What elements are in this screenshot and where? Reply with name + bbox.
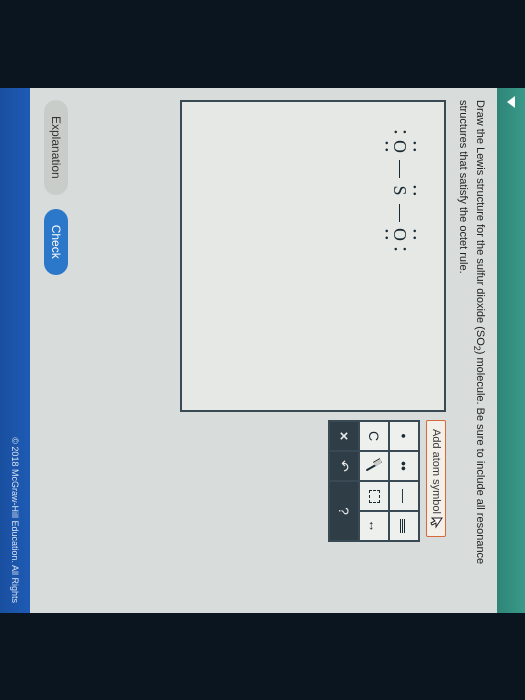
top-bar (497, 88, 525, 613)
eraser-icon (366, 461, 381, 471)
check-button[interactable]: Check (44, 208, 68, 274)
side-controls: Add atom symbol • •• — C (328, 420, 446, 542)
tool-single-bond[interactable]: — (389, 481, 419, 511)
undo-icon: ↶ (336, 460, 352, 472)
tool-select[interactable] (359, 481, 389, 511)
triple-bond-icon (399, 519, 407, 533)
tool-help[interactable]: ? (329, 481, 359, 541)
bond-left[interactable] (399, 160, 400, 178)
single-bond-icon: — (396, 489, 412, 503)
atom-o-left[interactable]: •••• •• O (389, 138, 410, 156)
molecule: •••• •• O •• S •••• •• O (389, 138, 410, 244)
add-atom-label: Add atom symbol (430, 429, 442, 514)
clear-icon: × (335, 431, 352, 440)
tool-lone-pair[interactable]: •• (389, 451, 419, 481)
tool-triple-bond[interactable] (389, 511, 419, 541)
tool-resonance-arrow[interactable]: ↔ (359, 511, 389, 541)
question-pre: Draw the Lewis structure for the sulfur … (474, 100, 486, 346)
bond-right[interactable] (399, 204, 400, 222)
question-subscript: 2 (472, 345, 482, 350)
element-label: C (366, 430, 382, 440)
atom-s[interactable]: •• S (389, 182, 410, 200)
tool-lone-electron[interactable]: • (389, 421, 419, 451)
footer-bar: © 2018 McGraw-Hill Education. All Rights (0, 88, 30, 613)
select-icon (369, 489, 380, 502)
tool-clear[interactable]: × (329, 421, 359, 451)
copyright-text: © 2018 McGraw-Hill Education. All Rights (10, 437, 20, 603)
content-area: Draw the Lewis structure for the sulfur … (180, 88, 497, 613)
tool-carbon[interactable]: C (359, 421, 389, 451)
double-arrow-icon: ↔ (366, 519, 381, 532)
dropdown-icon[interactable] (507, 96, 515, 108)
atom-label: S (390, 185, 410, 196)
atom-label: O (390, 228, 410, 242)
app-screen: Draw the Lewis structure for the sulfur … (0, 88, 525, 613)
drawing-toolbar: • •• — C ↔ × ↶ ? (328, 420, 420, 542)
tool-undo[interactable]: ↶ (329, 451, 359, 481)
help-icon: ? (336, 507, 352, 515)
cursor-icon (430, 517, 442, 527)
drawing-canvas[interactable]: •••• •• O •• S •••• •• O (180, 100, 446, 412)
work-row: •••• •• O •• S •••• •• O (180, 100, 446, 601)
atom-o-right[interactable]: •••• •• O (389, 226, 410, 244)
action-bar: Explanation Check (36, 88, 76, 613)
add-atom-symbol-button[interactable]: Add atom symbol (426, 420, 446, 537)
pair-icon: •• (396, 461, 412, 471)
question-text: Draw the Lewis structure for the sulfur … (456, 100, 487, 601)
dot-icon: • (396, 433, 412, 438)
atom-label: O (390, 140, 410, 154)
explanation-button[interactable]: Explanation (44, 100, 68, 195)
tool-eraser[interactable] (359, 451, 389, 481)
